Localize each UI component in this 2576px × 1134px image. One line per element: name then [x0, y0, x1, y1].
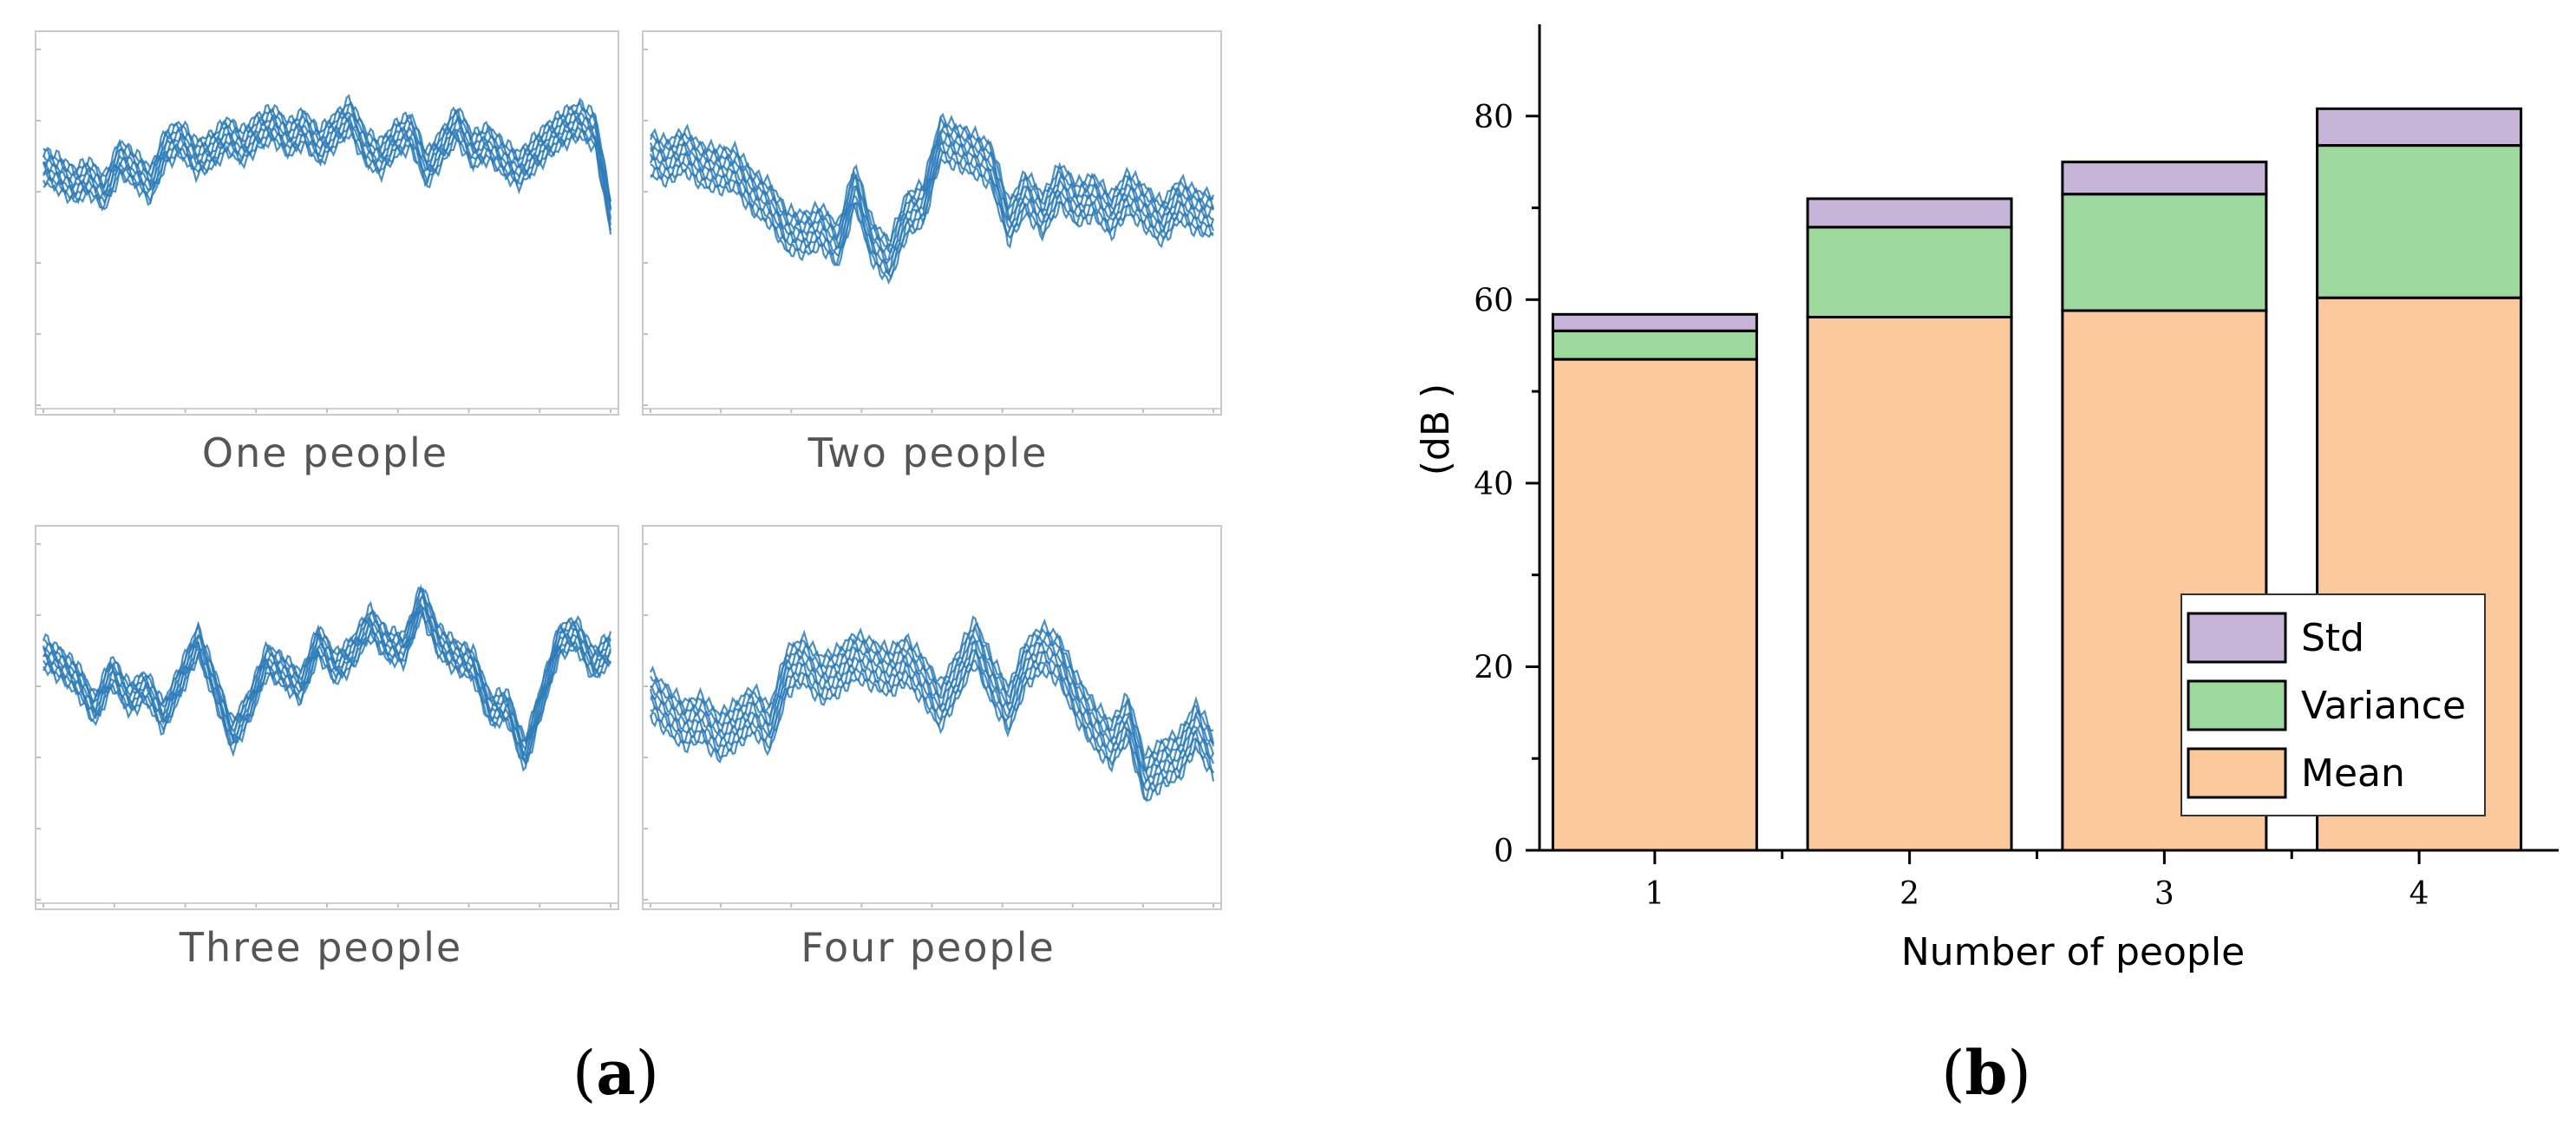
bar-variance-2 [1806, 226, 2013, 318]
caption-four-people: Four people [801, 924, 1056, 971]
y-tick-label-0: 0 [1494, 834, 1514, 869]
legend-label-mean: Mean [2301, 751, 2405, 796]
caption-two-people: Two people [807, 429, 1049, 476]
x-tick-label-1: 1 [1644, 876, 1664, 912]
legend-swatch-std [2187, 612, 2287, 664]
y-tick-label-40: 40 [1474, 467, 1514, 502]
panel-b-close-paren: ) [2007, 1038, 2031, 1109]
waveform-svg-two [644, 49, 1220, 413]
caption-one-people: One people [201, 429, 449, 476]
bars-layer [1551, 107, 2523, 852]
panel-a-letter: a [596, 1037, 636, 1109]
axes-layer [1538, 24, 2559, 852]
bar-std-2 [1806, 197, 2013, 229]
panel-b-label: (b) [1899, 1037, 2073, 1109]
waveform-band [42, 583, 612, 772]
y-tick-label-80: 80 [1474, 100, 1514, 135]
waveform-band [649, 615, 1215, 803]
legend-label-std: Std [2301, 616, 2364, 660]
legend-label-variance: Variance [2301, 684, 2466, 728]
waveform-svg-four [644, 543, 1220, 908]
waveform-plot-three [35, 525, 619, 910]
waveform-band [649, 112, 1215, 285]
waveform-axis [36, 543, 618, 908]
bar-variance-1 [1551, 329, 1758, 361]
waveform-plot-four [642, 525, 1222, 910]
legend: Std Variance Mean [2180, 593, 2486, 816]
waveform-plot-one [35, 30, 619, 416]
waveform-axis [644, 543, 1220, 908]
waveform-axis [644, 49, 1220, 413]
bar-std-1 [1551, 312, 1758, 332]
y-tick-label-20: 20 [1474, 650, 1514, 685]
bar-variance-3 [2061, 193, 2268, 312]
waveform-svg-three [36, 543, 618, 908]
y-tick-label-60: 60 [1474, 283, 1514, 318]
waveform-band [42, 94, 612, 235]
waveform-svg-one [36, 49, 618, 413]
bar-std-4 [2316, 107, 2523, 147]
caption-three-people: Three people [179, 924, 463, 971]
bar-variance-4 [2316, 144, 2523, 299]
x-axis-title: Number of people [1901, 930, 2245, 974]
legend-swatch-mean [2187, 747, 2287, 799]
waveform-axis [36, 49, 618, 413]
bar-std-3 [2061, 161, 2268, 196]
legend-swatch-variance [2187, 679, 2287, 731]
x-tick-label-2: 2 [1899, 876, 1919, 912]
bar-mean-2 [1806, 315, 2013, 852]
panel-a-close-paren: ) [635, 1038, 659, 1109]
waveform-plot-two [642, 30, 1222, 416]
x-tick-label-3: 3 [2154, 876, 2174, 912]
bar-mean-1 [1551, 357, 1758, 852]
panel-a-label: (a) [529, 1037, 703, 1109]
panel-b-open-paren: ( [1941, 1038, 1965, 1109]
panel-b-letter: b [1965, 1037, 2008, 1109]
panel-a-open-paren: ( [572, 1038, 597, 1109]
x-tick-label-4: 4 [2409, 876, 2429, 912]
y-axis-title: (dB ) [1414, 383, 1458, 475]
